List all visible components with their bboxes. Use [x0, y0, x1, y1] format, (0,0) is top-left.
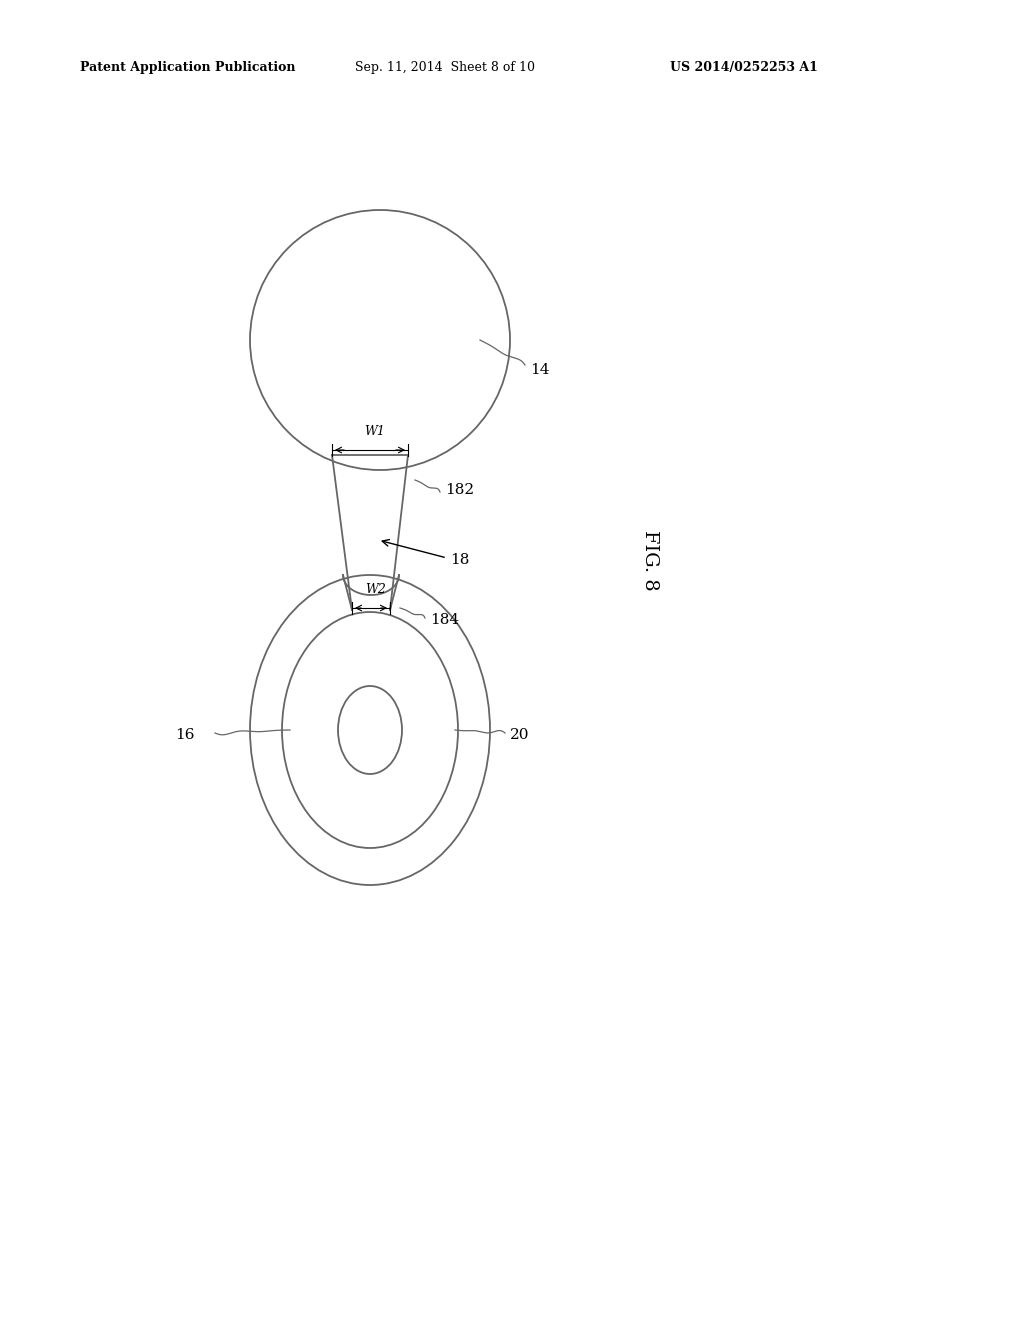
Text: 18: 18 [450, 553, 469, 568]
Text: 14: 14 [530, 363, 550, 378]
Text: Patent Application Publication: Patent Application Publication [80, 62, 296, 74]
Text: 16: 16 [175, 729, 195, 742]
Text: W1: W1 [365, 425, 385, 438]
Text: W2: W2 [366, 583, 386, 597]
Text: FIG. 8: FIG. 8 [641, 529, 659, 590]
Text: 182: 182 [445, 483, 474, 498]
Text: 20: 20 [510, 729, 529, 742]
Text: Sep. 11, 2014  Sheet 8 of 10: Sep. 11, 2014 Sheet 8 of 10 [355, 62, 535, 74]
Text: 184: 184 [430, 612, 459, 627]
Text: US 2014/0252253 A1: US 2014/0252253 A1 [670, 62, 818, 74]
